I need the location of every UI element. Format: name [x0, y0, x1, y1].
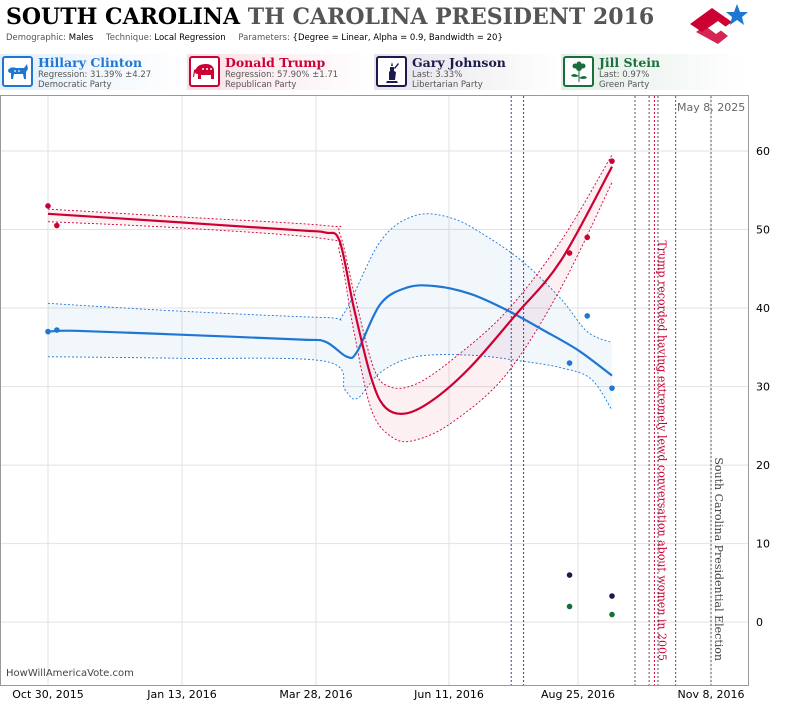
param-value: {Degree = Linear, Alpha = 0.9, Bandwidth… [292, 33, 503, 43]
x-tick-label: Oct 30, 2015 [12, 688, 84, 701]
candidate-name: Hillary Clinton [38, 55, 143, 70]
param-key: Demographic: [6, 33, 67, 43]
candidate-name: Donald Trump [225, 55, 326, 70]
flower-icon [563, 56, 594, 87]
plot-frame [0, 95, 749, 686]
hillary-clinton-upper-bound [47, 213, 613, 344]
candidate-trump: Donald Trump Regression: 57.90% ±1.71 Re… [187, 54, 372, 90]
hillary-clinton-poll-point [45, 328, 51, 335]
param-value: Local Regression [154, 33, 226, 43]
x-tick-label: Aug 25, 2016 [541, 688, 615, 701]
y-tick-label: 0 [756, 616, 763, 629]
hillary-clinton-lower-bound [47, 354, 613, 411]
candidate-party: Republican Party [225, 80, 297, 90]
donkey-icon [2, 56, 33, 87]
donald-trump-band [48, 154, 612, 442]
gary-johnson-poll-point [566, 572, 573, 578]
donald-trump-lower-bound [47, 182, 613, 443]
param-key: Parameters: [238, 33, 290, 43]
y-tick-label: 20 [756, 459, 770, 472]
donald-trump-trend-line [47, 166, 613, 415]
y-tick-label: 60 [756, 145, 770, 158]
grid [0, 96, 748, 685]
title-subtitle: TH CAROLINA PRESIDENT 2016 [247, 4, 655, 30]
candidate-stat: Regression: 57.90% ±1.71 [225, 70, 339, 80]
hillary-clinton-poll-point [566, 360, 573, 366]
axis-ticks: 0 10 20 30 40 50 60 Oct 30, 2015 Jan 13, 2016 Mar… [12, 145, 770, 701]
y-tick-label: 10 [756, 538, 770, 551]
event-label: South Carolina Presidential Election [712, 457, 725, 661]
y-tick-label: 30 [756, 381, 770, 394]
donald-trump-poll-point [609, 158, 615, 164]
donald-trump-poll-point [54, 222, 60, 229]
candidate-stat: Last: 3.33% [412, 70, 463, 80]
x-tick-label: Jun 11, 2016 [413, 688, 484, 701]
hillary-clinton-poll-point [584, 313, 591, 319]
watermark: HowWillAmericaVote.com [6, 668, 134, 679]
candidate-name: Gary Johnson [412, 55, 506, 70]
candidate-clinton: Hillary Clinton Regression: 31.39% ±4.27… [0, 54, 185, 90]
candidate-party: Democratic Party [38, 80, 112, 90]
elephant-icon [189, 56, 220, 87]
page-title: SOUTH CAROLINA TH CAROLINA PRESIDENT 201… [6, 4, 654, 30]
candidate-stat: Regression: 31.39% ±4.27 [38, 70, 152, 80]
candidate-party: Libertarian Party [412, 80, 483, 90]
candidate-party: Green Party [599, 80, 650, 90]
donald-trump-poll-point [566, 250, 573, 256]
x-tick-label: Nov 8, 2016 [678, 688, 745, 701]
donald-trump-poll-point [584, 234, 591, 241]
y-tick-label: 50 [756, 224, 770, 237]
event-labels: Trump recorded having extremely lewd con… [655, 240, 725, 661]
x-tick-label: Jan 13, 2016 [146, 688, 216, 701]
gary-johnson-poll-point [609, 593, 615, 599]
donald-trump-poll-point [45, 203, 51, 209]
parameters: Demographic: Males Technique: Local Regr… [6, 33, 513, 43]
poll-points [45, 158, 615, 618]
star-logo-icon [690, 4, 748, 44]
hillary-clinton-trend-line [47, 284, 613, 377]
datestamp: May 8, 2025 [677, 101, 746, 114]
candidate-name: Jill Stein [599, 55, 661, 70]
event-label: Trump recorded having extremely lewd con… [655, 240, 668, 661]
header: SOUTH CAROLINA TH CAROLINA PRESIDENT 201… [0, 0, 749, 48]
candidate-johnson: Gary Johnson Last: 3.33% Libertarian Par… [374, 54, 559, 90]
hillary-clinton-poll-point [54, 327, 60, 333]
hillary-clinton-poll-point [609, 385, 615, 391]
jill-stein-poll-point [566, 603, 573, 610]
candidate-stat: Last: 0.97% [599, 70, 650, 80]
donald-trump-upper-bound [47, 154, 613, 389]
param-key: Technique: [106, 33, 152, 43]
trend-lines [47, 166, 613, 415]
y-tick-label: 40 [756, 302, 770, 315]
candidate-stein: Jill Stein Last: 0.97% Green Party [561, 54, 746, 90]
x-tick-label: Mar 28, 2016 [279, 688, 352, 701]
hillary-clinton-band [48, 213, 612, 411]
liberty-icon [376, 56, 407, 87]
confidence-bands [47, 154, 613, 443]
title-state: SOUTH CAROLINA [6, 4, 241, 30]
jill-stein-poll-point [609, 611, 615, 618]
param-value: Males [68, 33, 94, 43]
